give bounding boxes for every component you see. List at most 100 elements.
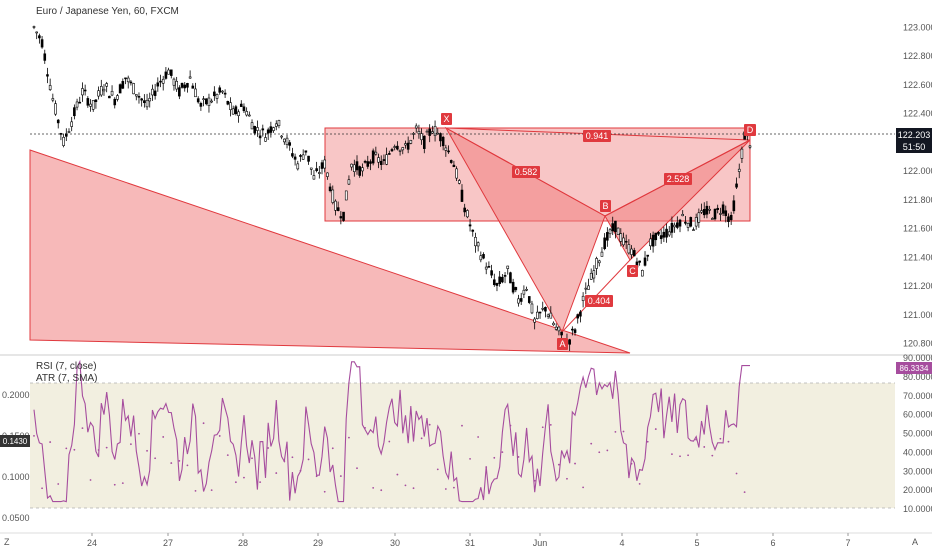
x-tick-label: 24 — [87, 538, 97, 548]
candle-body — [608, 229, 612, 235]
candle-body — [737, 168, 741, 172]
atr-tick-label: 0.2000 — [2, 390, 30, 400]
atr-dot — [420, 437, 423, 440]
atr-dot — [493, 456, 496, 459]
candle-body — [716, 207, 719, 210]
rsi-band — [30, 383, 895, 508]
candle-body — [328, 186, 332, 191]
atr-dot — [283, 460, 286, 462]
candle-body — [538, 311, 542, 314]
atr-dot — [65, 447, 68, 450]
price-tick-label: 122.600 — [903, 80, 932, 90]
last-price-tag[interactable]: 122.203 — [896, 128, 932, 141]
ratio-label-0941[interactable]: 0.941 — [583, 130, 611, 142]
candle-body — [134, 94, 138, 97]
candle-body — [624, 240, 628, 243]
point-label-d[interactable]: D — [744, 124, 756, 136]
atr-dot — [234, 481, 237, 484]
x-axis[interactable]: 24 27 28 29 30 31 Jun 4 5 6 7 — [87, 533, 851, 548]
atr-dot — [89, 479, 92, 481]
svg-text:86.3334: 86.3334 — [900, 364, 929, 373]
candle-body — [595, 258, 598, 269]
svg-text:B: B — [602, 201, 608, 211]
candle-body — [527, 296, 531, 303]
point-label-c[interactable]: C — [627, 265, 638, 277]
candle-body — [301, 154, 305, 160]
candle-body — [32, 26, 36, 28]
candle-body — [506, 265, 510, 269]
x-tick-label: 4 — [619, 538, 624, 548]
candle-body — [549, 312, 553, 319]
candle-body — [156, 82, 160, 87]
candle-body — [484, 266, 488, 270]
atr-dot — [186, 464, 189, 467]
price-tick-label: 120.800 — [903, 339, 932, 349]
candle-body — [215, 94, 219, 99]
point-label-b[interactable]: B — [600, 200, 611, 212]
candle-body — [159, 80, 162, 83]
candle-body — [167, 69, 170, 75]
candle-body — [188, 76, 192, 79]
candle-body — [242, 106, 246, 112]
candle-body — [474, 237, 477, 247]
candle-body — [662, 231, 666, 238]
ratio-label-2528[interactable]: 2.528 — [664, 173, 692, 185]
candle-body — [439, 133, 442, 142]
candle-body — [632, 250, 636, 257]
ratio-label-0582[interactable]: 0.582 — [512, 166, 540, 178]
candle-body — [603, 237, 606, 250]
candle-body — [196, 98, 200, 103]
atr-dot — [396, 473, 399, 476]
candle-body — [686, 223, 690, 228]
candle-body — [719, 213, 722, 215]
candle-body — [191, 85, 195, 89]
candle-body — [272, 127, 275, 131]
candle-body — [611, 223, 615, 232]
candle-body — [73, 107, 76, 117]
ratio-label-0404[interactable]: 0.404 — [585, 295, 613, 307]
atr-dot — [267, 447, 270, 449]
candle-body — [689, 217, 693, 227]
x-tick-label: 28 — [238, 538, 248, 548]
candle-body — [369, 161, 372, 164]
pattern-wedge[interactable] — [29, 149, 631, 354]
candle-body — [571, 328, 574, 331]
candle-body — [353, 164, 356, 172]
atr-dot — [679, 455, 681, 458]
rsi-line[interactable] — [33, 359, 750, 503]
atr-dot — [97, 449, 100, 451]
candle-body — [700, 210, 703, 213]
candle-body — [433, 125, 437, 136]
candle-body — [218, 87, 222, 93]
candle-body — [223, 92, 227, 95]
x-tick-label: 27 — [163, 538, 173, 548]
candle-body — [258, 135, 262, 139]
candle-body — [713, 208, 717, 220]
candle-body — [649, 238, 652, 247]
candle-body — [334, 200, 337, 211]
candle-body — [495, 283, 499, 286]
atr-dot — [162, 436, 165, 438]
point-label-x[interactable]: X — [441, 113, 452, 125]
atr-dot — [598, 451, 601, 454]
atr-dot — [703, 446, 706, 448]
candle-body — [560, 331, 563, 336]
candle-body — [204, 98, 208, 105]
atr-dot — [646, 440, 649, 443]
atr-dot — [226, 454, 229, 456]
candle-body — [229, 102, 232, 110]
x-tick-label: 30 — [390, 538, 400, 548]
point-label-a[interactable]: A — [557, 338, 568, 350]
atr-dot — [541, 426, 544, 429]
candle-body — [94, 99, 98, 102]
candle-body — [121, 81, 125, 89]
candle-body — [692, 229, 695, 231]
candle-body — [444, 147, 448, 151]
chart-title: Euro / Japanese Yen, 60, FXCM — [36, 6, 179, 17]
candle-body — [541, 307, 545, 310]
candle-body — [579, 311, 582, 317]
candle-body — [525, 288, 528, 291]
